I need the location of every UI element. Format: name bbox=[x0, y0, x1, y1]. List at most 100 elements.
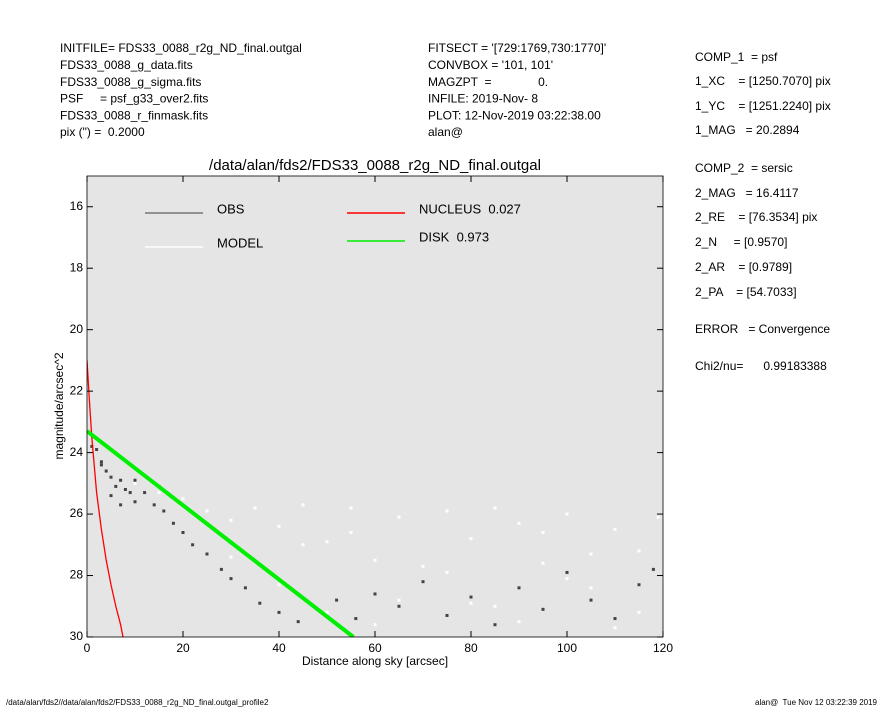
data-point bbox=[637, 549, 641, 553]
y-tick-label: 18 bbox=[70, 260, 84, 274]
data-point bbox=[565, 577, 569, 581]
data-point bbox=[541, 561, 545, 565]
data-point bbox=[219, 567, 223, 571]
data-point bbox=[637, 610, 641, 614]
data-point bbox=[565, 512, 569, 516]
profile-line bbox=[87, 429, 355, 637]
data-point bbox=[229, 518, 233, 522]
data-point bbox=[541, 607, 545, 611]
data-point bbox=[114, 484, 118, 488]
data-point bbox=[296, 620, 300, 624]
data-point bbox=[229, 577, 233, 581]
data-point bbox=[277, 583, 281, 587]
legend-label: MODEL bbox=[217, 235, 263, 250]
data-point bbox=[637, 583, 641, 587]
x-tick-label: 80 bbox=[464, 641, 478, 655]
header-middle-line: FITSECT = '[729:1769,730:1770]' bbox=[428, 41, 606, 55]
y-tick-label: 20 bbox=[70, 322, 84, 336]
data-point bbox=[128, 491, 132, 495]
x-tick-label: 0 bbox=[84, 641, 91, 655]
data-point bbox=[469, 537, 473, 541]
fit-parameter: 2_MAG = 16.4117 bbox=[695, 186, 799, 200]
data-point bbox=[109, 475, 113, 479]
x-tick-label: 120 bbox=[653, 641, 673, 655]
data-point bbox=[277, 524, 281, 528]
data-point bbox=[517, 586, 521, 590]
data-point bbox=[349, 506, 353, 510]
y-tick-label: 16 bbox=[70, 199, 84, 213]
data-point bbox=[469, 601, 473, 605]
data-point bbox=[493, 604, 497, 608]
data-point bbox=[301, 503, 305, 507]
data-point bbox=[205, 552, 209, 556]
data-point bbox=[119, 478, 123, 482]
data-point bbox=[133, 478, 137, 482]
data-point bbox=[373, 623, 377, 627]
data-point bbox=[95, 448, 99, 452]
fit-parameter: 2_RE = [76.3534] pix bbox=[695, 210, 817, 224]
fit-parameter: 2_AR = [0.9789] bbox=[695, 260, 792, 274]
data-point bbox=[421, 564, 425, 568]
data-point bbox=[181, 497, 185, 501]
data-point bbox=[109, 494, 113, 498]
plot-area bbox=[87, 176, 663, 637]
data-point bbox=[445, 509, 449, 513]
data-point bbox=[613, 527, 617, 531]
footer-right: alan@ Tue Nov 12 03:22:39 2019 bbox=[755, 698, 878, 707]
data-point bbox=[397, 598, 401, 602]
data-point bbox=[99, 460, 103, 464]
data-point bbox=[325, 610, 329, 614]
data-point bbox=[133, 481, 137, 485]
data-point bbox=[517, 620, 521, 624]
data-point bbox=[589, 586, 593, 590]
data-point bbox=[152, 503, 156, 507]
data-point bbox=[493, 506, 497, 510]
header-middle-line: PLOT: 12-Nov-2019 03:22:38.00 bbox=[428, 108, 601, 122]
y-tick-label: 28 bbox=[70, 568, 84, 582]
data-point bbox=[277, 610, 281, 614]
header-left-line: pix (") = 0.2000 bbox=[60, 125, 145, 139]
x-tick-label: 20 bbox=[176, 641, 190, 655]
data-point bbox=[90, 444, 94, 448]
chart-title: /data/alan/fds2/FDS33_0088_r2g_ND_final.… bbox=[209, 157, 541, 174]
data-point bbox=[517, 521, 521, 525]
data-point bbox=[445, 613, 449, 617]
fit-parameter: 1_YC = [1251.2240] pix bbox=[695, 99, 831, 113]
x-axis-label: Distance along sky [arcsec] bbox=[302, 654, 448, 668]
data-point bbox=[445, 570, 449, 574]
data-point bbox=[421, 580, 425, 584]
header-left-line: INITFILE= FDS33_0088_r2g_ND_final.outgal bbox=[60, 41, 302, 55]
data-point bbox=[99, 463, 103, 467]
legend-label: OBS bbox=[217, 201, 245, 216]
header-middle-line: CONVBOX = '101, 101' bbox=[428, 58, 553, 72]
data-point bbox=[354, 617, 358, 621]
data-point bbox=[565, 570, 569, 574]
data-point bbox=[589, 598, 593, 602]
plot-frame bbox=[86, 175, 664, 638]
y-tick-label: 24 bbox=[70, 445, 84, 459]
data-point bbox=[301, 543, 305, 547]
data-point bbox=[191, 543, 195, 547]
header-middle-line: alan@ bbox=[428, 125, 463, 139]
data-point bbox=[325, 540, 329, 544]
y-axis-label: magnitude/arcsec^2 bbox=[52, 352, 66, 459]
y-tick-label: 22 bbox=[70, 383, 84, 397]
fit-parameter: ERROR = Convergence bbox=[695, 322, 830, 336]
data-point bbox=[123, 487, 127, 491]
data-point bbox=[613, 626, 617, 630]
x-tick-label: 40 bbox=[272, 641, 286, 655]
data-point bbox=[258, 601, 262, 605]
data-point bbox=[349, 531, 353, 535]
data-point bbox=[373, 592, 377, 596]
data-point bbox=[171, 521, 175, 525]
header-left-line: FDS33_0088_g_data.fits bbox=[60, 58, 193, 72]
data-point bbox=[243, 586, 247, 590]
data-point bbox=[205, 509, 209, 513]
header-left-line: PSF = psf_g33_over2.fits bbox=[60, 92, 208, 106]
data-point bbox=[162, 509, 166, 513]
data-point bbox=[253, 506, 257, 510]
fit-parameter: 2_PA = [54.7033] bbox=[695, 285, 797, 299]
x-tick-label: 100 bbox=[557, 641, 577, 655]
header-middle-line: MAGZPT = 0. bbox=[428, 75, 548, 89]
header-left-line: FDS33_0088_g_sigma.fits bbox=[60, 75, 201, 89]
